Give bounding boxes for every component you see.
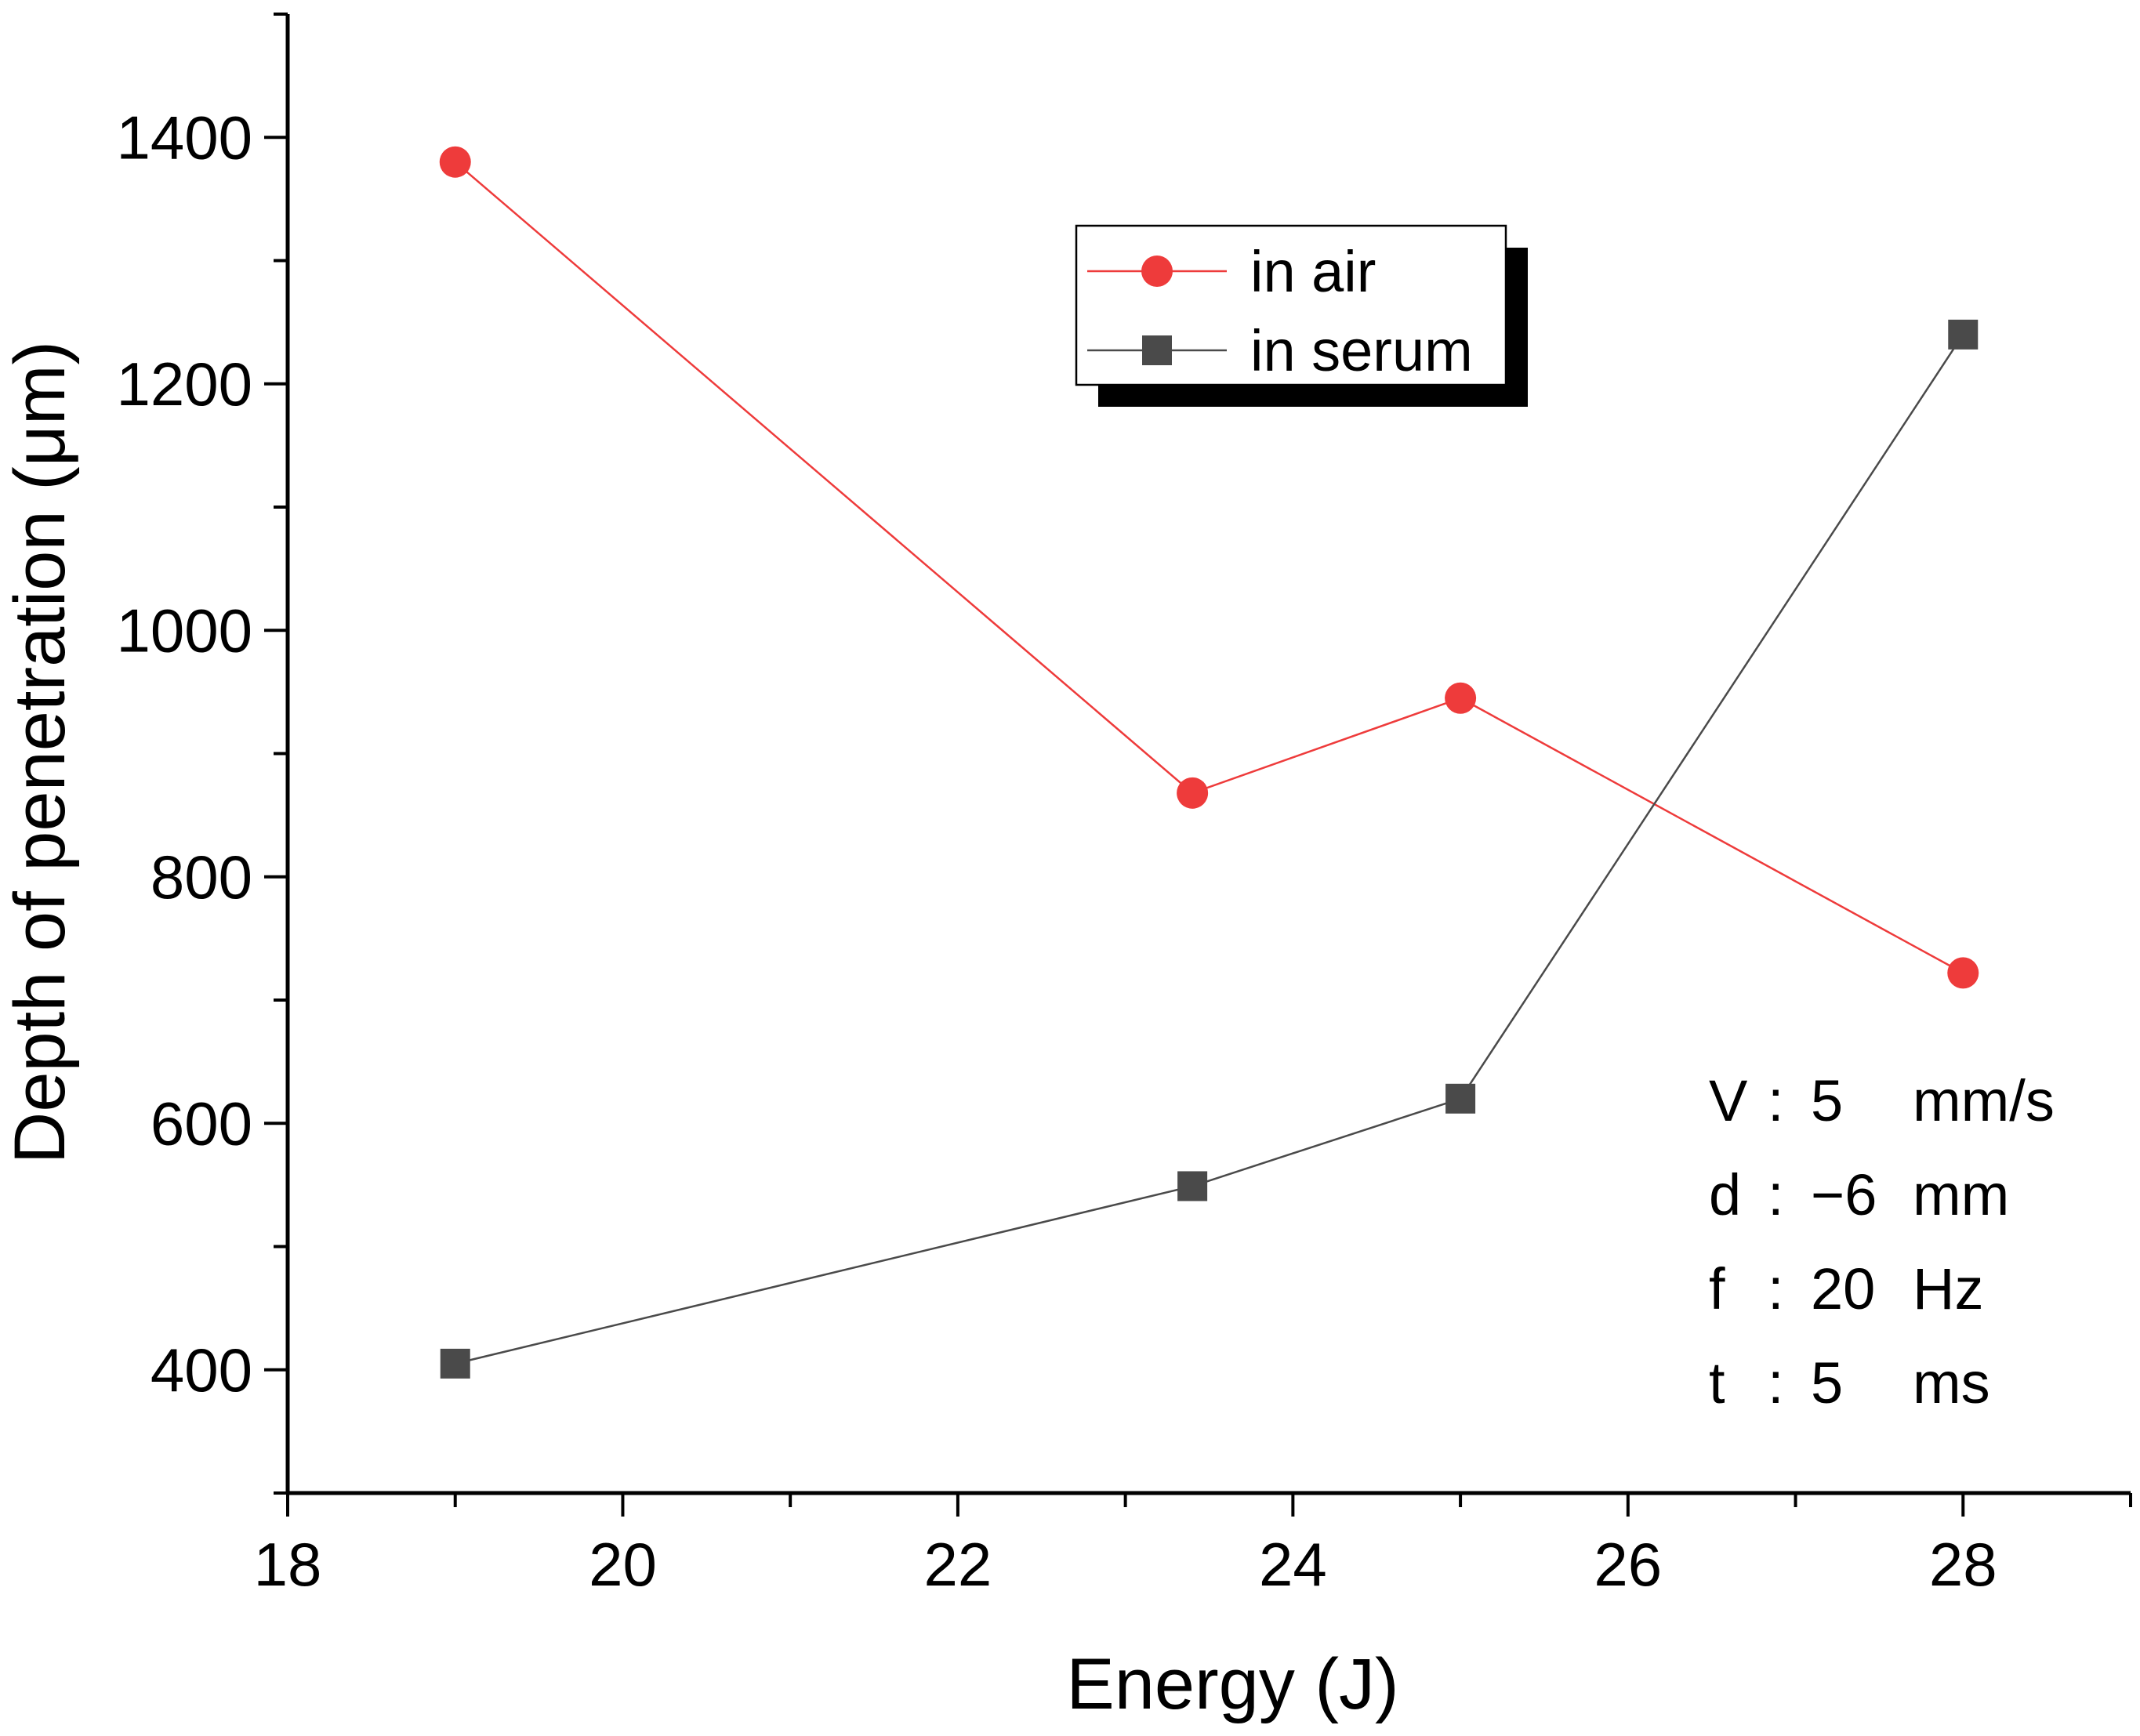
legend: in air in serum	[1075, 224, 1528, 407]
y-tick-label: 1000	[116, 596, 252, 665]
annotation-sep: :	[1768, 1350, 1784, 1415]
annotation-unit: Hz	[1913, 1256, 1983, 1321]
y-axis-title: Depth of penetration (μm)	[0, 341, 80, 1164]
annotation-sep: :	[1768, 1162, 1784, 1227]
data-point-in-air	[439, 146, 471, 178]
data-point-in-air	[1177, 777, 1209, 809]
annotation-label: d	[1709, 1162, 1741, 1227]
x-axis-title: Energy (J)	[1066, 1644, 1398, 1724]
x-tick-label: 22	[924, 1530, 992, 1599]
y-tick-label: 400	[151, 1336, 252, 1404]
annotation-sep: :	[1768, 1256, 1784, 1321]
y-tick-label: 1200	[116, 350, 252, 419]
annotation-label: f	[1709, 1256, 1725, 1321]
annotation-unit: mm	[1913, 1162, 2009, 1227]
y-tick-label: 800	[151, 843, 252, 911]
series-layer	[439, 146, 1979, 1379]
x-tick-label: 24	[1259, 1530, 1327, 1599]
annotation-unit: ms	[1913, 1350, 1990, 1415]
annotation-value: −6	[1811, 1162, 1877, 1227]
series-line-in-air	[454, 161, 1964, 974]
data-point-in-serum	[1445, 1083, 1476, 1114]
data-point-in-air	[1947, 957, 1979, 989]
annotation-label: t	[1709, 1350, 1725, 1415]
data-point-in-serum	[1948, 319, 1979, 350]
data-point-in-serum	[440, 1348, 470, 1379]
annotation-value: 5	[1811, 1068, 1843, 1133]
legend-label: in air	[1250, 239, 1376, 304]
data-point-in-serum	[1177, 1171, 1208, 1201]
legend-marker-in-serum	[1142, 335, 1172, 365]
legend-label: in serum	[1250, 318, 1473, 383]
x-tick-label: 18	[254, 1530, 322, 1599]
legend-marker-in-air	[1141, 256, 1173, 287]
annotation-label: V	[1709, 1068, 1748, 1133]
annotation-value: 5	[1811, 1350, 1843, 1415]
annotation-value: 20	[1811, 1256, 1875, 1321]
annotation-sep: :	[1768, 1068, 1784, 1133]
series-line-in-serum	[455, 334, 1964, 1365]
data-point-in-air	[1445, 682, 1477, 714]
x-tick-label: 28	[1929, 1530, 1997, 1599]
annotations-box: V:5 mm/sd: −6 mmf:20 Hzt:5 ms	[1709, 1068, 2055, 1415]
axes: 18 20 22 24 26 28 400 600 800 1000 1200 1400 Energy …	[0, 13, 2132, 1724]
y-tick-label: 600	[151, 1089, 252, 1158]
x-tick-label: 20	[589, 1530, 657, 1599]
annotation-unit: mm/s	[1913, 1068, 2055, 1133]
y-tick-label: 1400	[116, 103, 252, 172]
x-tick-label: 26	[1594, 1530, 1662, 1599]
